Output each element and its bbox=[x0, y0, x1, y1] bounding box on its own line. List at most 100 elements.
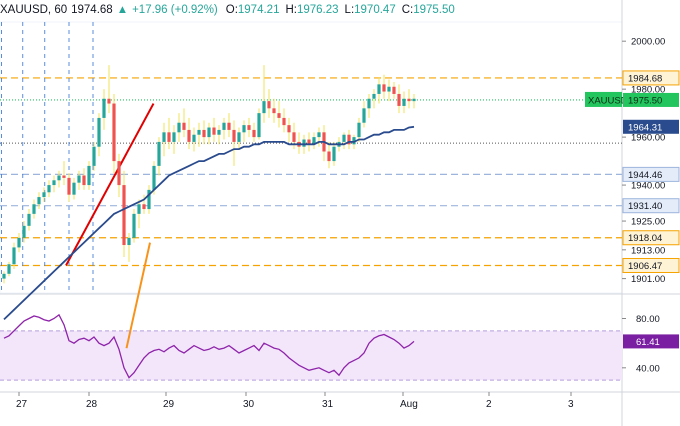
level-tag bbox=[622, 230, 680, 246]
candle bbox=[402, 91, 406, 114]
time-tick-label: 31 bbox=[322, 399, 334, 410]
time-tick-label: 30 bbox=[243, 399, 255, 410]
candle-body bbox=[277, 113, 281, 118]
candle-body bbox=[162, 132, 166, 142]
candle-body bbox=[147, 189, 151, 210]
candle-body bbox=[182, 122, 186, 130]
level-label: 1931.40 bbox=[628, 201, 662, 212]
candle-body bbox=[117, 161, 121, 186]
price-tick-label: 1901.00 bbox=[631, 274, 665, 285]
session-separators bbox=[1, 22, 94, 293]
candle bbox=[247, 117, 251, 138]
candle-body bbox=[217, 129, 221, 135]
candle-body bbox=[142, 204, 146, 210]
candle bbox=[397, 84, 401, 114]
candle-body bbox=[252, 129, 256, 138]
rsi-band bbox=[0, 330, 622, 381]
candle bbox=[227, 113, 231, 138]
candle-body bbox=[197, 129, 201, 135]
candle-body bbox=[112, 103, 116, 162]
time-tick-label: 28 bbox=[86, 399, 98, 410]
candle-body bbox=[282, 117, 286, 126]
candle-body bbox=[2, 273, 6, 279]
candle-body bbox=[377, 84, 381, 94]
candle bbox=[22, 221, 26, 243]
candle-body bbox=[97, 117, 101, 147]
candle-body bbox=[262, 101, 266, 114]
candle bbox=[122, 170, 126, 258]
candle-body bbox=[42, 192, 46, 198]
candle bbox=[62, 161, 66, 186]
candle bbox=[332, 141, 336, 166]
candle bbox=[362, 101, 366, 128]
candle-body bbox=[392, 86, 396, 94]
candle bbox=[277, 101, 281, 128]
time-tick-label: 27 bbox=[16, 399, 28, 410]
candle-body bbox=[77, 175, 81, 183]
candle bbox=[147, 185, 151, 214]
candle-body bbox=[12, 247, 16, 265]
price-tick-label: 1940.00 bbox=[631, 181, 665, 192]
candle bbox=[217, 125, 221, 145]
time-tick-label: 29 bbox=[163, 399, 175, 410]
candle bbox=[297, 132, 301, 154]
chart-header: XAUUSD, 60 1974.68 ▲ +17.96 (+0.92%) O: … bbox=[0, 1, 461, 19]
candle bbox=[72, 177, 76, 200]
candle-body bbox=[352, 137, 356, 145]
candle-body bbox=[62, 175, 66, 178]
open-label: O: bbox=[225, 4, 238, 16]
low-value: 1970.47 bbox=[354, 4, 396, 16]
candle bbox=[222, 117, 226, 140]
candle-body bbox=[237, 132, 241, 142]
candle bbox=[237, 127, 241, 150]
candle bbox=[257, 108, 261, 140]
candle bbox=[137, 199, 141, 229]
candle bbox=[132, 209, 136, 243]
candle bbox=[27, 209, 31, 231]
rsi-tick-label: 40.00 bbox=[636, 363, 660, 374]
candle bbox=[347, 129, 351, 150]
level-label: 1906.47 bbox=[628, 261, 662, 272]
candle-body bbox=[257, 113, 261, 138]
candle-body bbox=[317, 132, 321, 138]
candle-body bbox=[102, 98, 106, 118]
candle bbox=[97, 113, 101, 157]
symbol-label[interactable]: XAUUSD, 60 bbox=[0, 4, 68, 16]
candle-body bbox=[37, 197, 41, 205]
rsi-tag bbox=[623, 334, 679, 349]
current-price-tag bbox=[623, 92, 679, 107]
ma-label: 1964.31 bbox=[628, 122, 662, 133]
candle bbox=[12, 242, 16, 270]
candle-body bbox=[397, 93, 401, 106]
candle-body bbox=[67, 177, 71, 195]
candle bbox=[312, 132, 316, 150]
candle bbox=[367, 93, 371, 118]
candle-body bbox=[157, 141, 161, 166]
candle bbox=[107, 65, 111, 114]
candle bbox=[82, 168, 86, 190]
candle bbox=[52, 175, 56, 193]
candle-body bbox=[242, 125, 246, 133]
level-label: 1984.68 bbox=[628, 73, 662, 84]
candle-body bbox=[272, 108, 276, 114]
candle bbox=[17, 233, 21, 253]
symbol-tag bbox=[585, 91, 622, 107]
level-tag bbox=[622, 166, 680, 182]
candle-body bbox=[212, 127, 216, 135]
rsi-tick-label: 80.00 bbox=[636, 314, 660, 325]
candle bbox=[307, 132, 311, 152]
candle bbox=[32, 199, 36, 219]
candle bbox=[77, 170, 81, 190]
candle bbox=[207, 122, 211, 145]
current-price-label: 1975.50 bbox=[628, 95, 662, 106]
candle bbox=[262, 65, 266, 123]
price-axis: 2000.00 1980.00 1960.00 1940.00 1925.00 1913.… bbox=[585, 37, 679, 374]
trendline-support bbox=[65, 103, 155, 266]
candle-body bbox=[332, 146, 336, 162]
candle-body bbox=[82, 175, 86, 186]
rsi-band-fill bbox=[0, 330, 622, 381]
candle bbox=[117, 153, 121, 198]
candle-body bbox=[22, 225, 26, 238]
candle-body bbox=[382, 84, 386, 92]
